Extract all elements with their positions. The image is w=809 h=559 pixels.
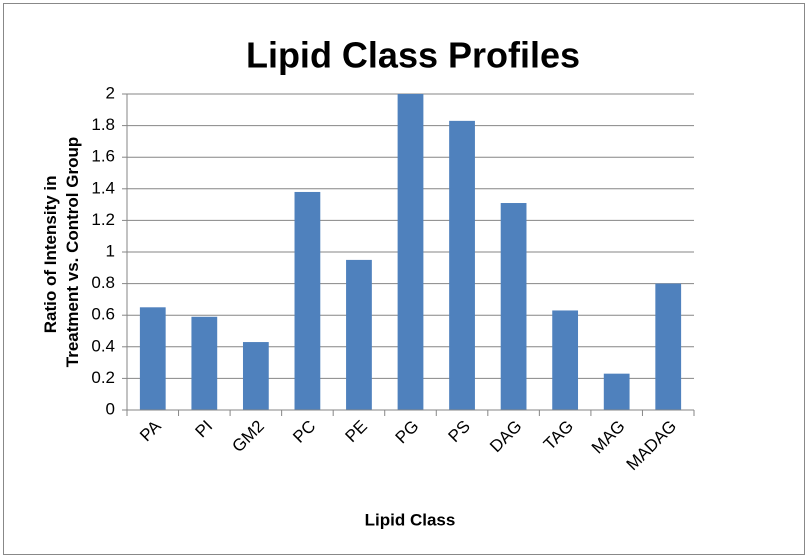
y-tick-label: 1.8 xyxy=(91,115,115,134)
bar xyxy=(552,310,579,410)
y-tick-label: 0.4 xyxy=(91,336,115,355)
y-tick-label: 0.2 xyxy=(91,368,115,387)
bar xyxy=(242,342,269,410)
chart-title: Lipid Class Profiles xyxy=(246,35,580,76)
bar xyxy=(449,120,475,411)
bar xyxy=(139,307,166,410)
y-tick-label: 0.6 xyxy=(91,305,115,324)
y-axis-label: Ratio of Intensity in Treatment vs. Cont… xyxy=(41,137,82,367)
y-tick-label: 1.4 xyxy=(91,178,115,197)
y-tick-label: 1.2 xyxy=(91,210,115,229)
bar xyxy=(603,373,630,410)
bar xyxy=(500,203,527,410)
y-tick-label: 0.8 xyxy=(91,273,115,292)
bar xyxy=(397,94,424,410)
bar xyxy=(655,283,682,410)
bar xyxy=(191,316,218,410)
x-axis-label: Lipid Class xyxy=(365,510,456,529)
y-tick-label: 1.6 xyxy=(91,147,115,166)
bar xyxy=(346,259,372,410)
y-tick-label: 0 xyxy=(106,399,115,418)
bar xyxy=(294,191,321,410)
y-tick-label: 1 xyxy=(106,241,115,260)
y-tick-label: 2 xyxy=(106,83,115,102)
